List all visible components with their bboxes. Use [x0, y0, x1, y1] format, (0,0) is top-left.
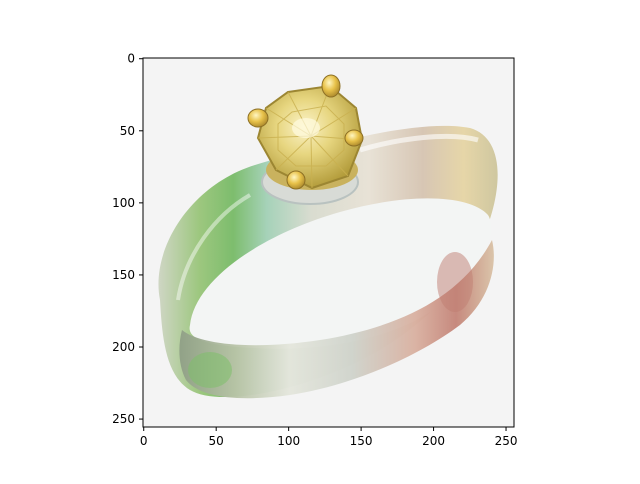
- y-tick-label: 200: [112, 340, 135, 354]
- y-axis: 0 50 100 150 200 250: [112, 52, 143, 426]
- x-tick-label: 100: [277, 434, 300, 448]
- ring-image: [143, 58, 514, 427]
- x-tick-label: 0: [140, 434, 148, 448]
- x-tick-label: 50: [209, 434, 224, 448]
- prong-right: [344, 129, 364, 147]
- y-tick-label: 250: [112, 412, 135, 426]
- x-axis: 0 50 100 150 200 250: [140, 427, 518, 448]
- band-highlight: [359, 133, 479, 153]
- band-highlight-left: [176, 193, 251, 301]
- y-tick-label: 0: [127, 52, 135, 66]
- ring-inner-band: [179, 240, 494, 399]
- ring-opening: [189, 198, 492, 349]
- x-tick-label: 150: [350, 434, 373, 448]
- y-tick-label: 150: [112, 268, 135, 282]
- x-tick-label: 200: [422, 434, 445, 448]
- band-reflection-green: [188, 352, 232, 388]
- x-tick-label: 250: [495, 434, 518, 448]
- prong-bottom: [286, 170, 306, 190]
- gem-sparkle: [292, 118, 320, 138]
- prong-top-right: [321, 74, 341, 98]
- prong-left: [247, 108, 269, 128]
- axes-frame: [142, 57, 515, 428]
- y-tick-label: 50: [120, 124, 135, 138]
- band-reflection-rose: [437, 252, 473, 312]
- y-tick-label: 100: [112, 196, 135, 210]
